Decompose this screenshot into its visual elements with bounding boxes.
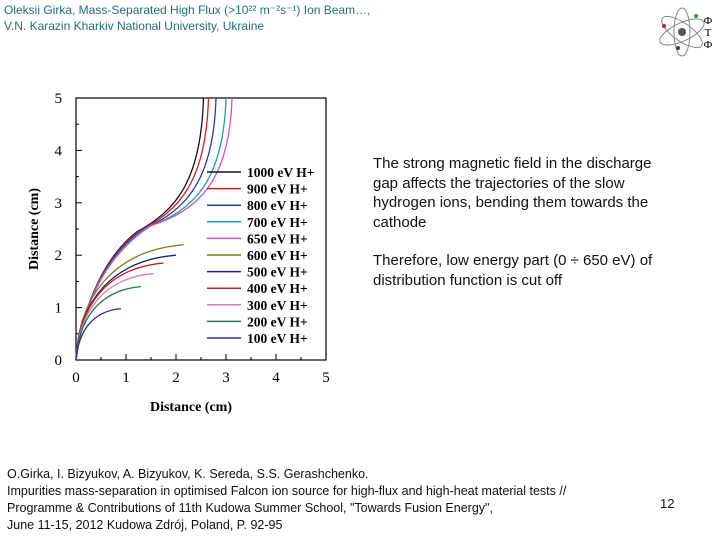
reference-date: June 11-15, 2012 Kudowa Zdrój, Poland, P… <box>7 518 283 532</box>
logo-orbit <box>673 7 691 57</box>
y-tick-label: 1 <box>55 301 63 317</box>
trajectory-line <box>75 308 122 361</box>
y-tick-label: 3 <box>55 196 63 212</box>
logo-letter: Ф <box>704 39 713 51</box>
logo-nucleus <box>678 28 686 36</box>
reference-authors: O.Girka, I. Bizyukov, A. Bizyukov, K. Se… <box>7 467 369 481</box>
header-title: Oleksii Girka, Mass-Separated High Flux … <box>4 3 371 17</box>
x-tick-label: 0 <box>72 370 80 386</box>
trajectory-line <box>75 97 227 361</box>
logo-electron <box>694 14 698 18</box>
x-tick-label: 3 <box>222 370 230 386</box>
x-axis-label: Distance (cm) <box>150 400 232 415</box>
legend-label: 900 eV H+ <box>247 182 308 197</box>
legend-label: 100 eV H+ <box>247 331 308 346</box>
header-affiliation: V.N. Karazin Kharkiv National University… <box>4 19 265 33</box>
description-paragraph-1: The strong magnetic field in the dischar… <box>373 155 652 231</box>
description: The strong magnetic field in the dischar… <box>373 154 673 309</box>
reference-title: Impurities mass-separation in optimised … <box>7 484 567 498</box>
legend-label: 600 eV H+ <box>247 248 308 263</box>
page-number: 12 <box>660 496 675 511</box>
reference: O.Girka, I. Bizyukov, A. Bizyukov, K. Se… <box>7 466 647 534</box>
legend-label: 800 eV H+ <box>247 198 308 213</box>
legend-label: 700 eV H+ <box>247 215 308 230</box>
legend-label: 200 eV H+ <box>247 314 308 329</box>
legend-label: 1000 eV H+ <box>247 165 314 180</box>
logo-letter: Т <box>705 27 712 39</box>
logo-orbit <box>659 18 705 46</box>
x-tick-label: 2 <box>172 370 180 386</box>
logo-letter: Ф <box>704 15 713 27</box>
logo-electron <box>662 24 666 28</box>
legend-label: 650 eV H+ <box>247 231 308 246</box>
trajectory-line <box>75 285 142 361</box>
trajectory-line <box>75 97 205 361</box>
reference-source: Programme & Contributions of 11th Kudowa… <box>7 501 493 515</box>
logo-orbit <box>661 15 703 49</box>
trajectory-line <box>75 272 154 361</box>
y-tick-label: 2 <box>55 248 63 264</box>
y-tick-label: 5 <box>55 91 63 107</box>
y-axis-label: Distance (cm) <box>27 188 42 270</box>
legend-label: 300 eV H+ <box>247 298 308 313</box>
university-logo: Ф Т Ф <box>659 7 713 57</box>
legend-label: 500 eV H+ <box>247 265 308 280</box>
y-tick-label: 4 <box>55 143 63 159</box>
slide-header: Oleksii Girka, Mass-Separated High Flux … <box>4 2 624 34</box>
legend-label: 400 eV H+ <box>247 281 308 296</box>
description-paragraph-2: Therefore, low energy part (0 ÷ 650 eV) … <box>373 252 653 289</box>
y-tick-label: 0 <box>55 353 63 369</box>
x-tick-label: 4 <box>272 370 280 386</box>
trajectory-chart: 0 1 2 3 4 5 0 1 2 3 4 5 1000 eV H+ 900 eV H+800 eV H… <box>27 91 330 415</box>
x-tick-label: 1 <box>122 370 130 386</box>
logo-electron <box>676 46 680 50</box>
x-tick-label: 5 <box>322 370 330 386</box>
